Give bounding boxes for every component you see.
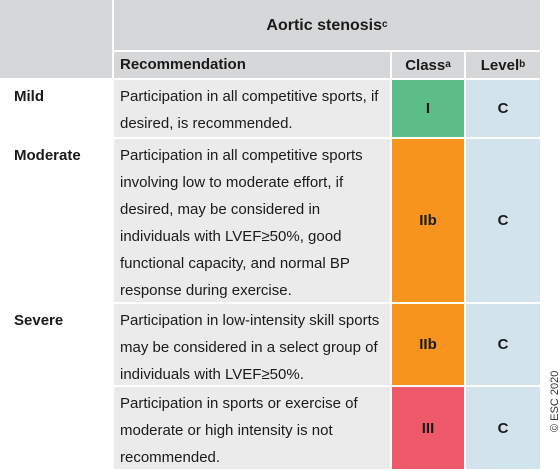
recommendation-text: Participation in sports or exercise of m…	[114, 387, 390, 469]
class-cell: I	[392, 80, 464, 137]
recommendation-text: Participation in low-intensity skill spo…	[114, 304, 390, 385]
column-header: Class a	[392, 52, 464, 78]
column-header: Level b	[466, 52, 540, 78]
level-cell: C	[466, 139, 540, 302]
copyright: © ESC 2020	[549, 370, 560, 432]
recommendation-text: Participation in all competitive sports …	[114, 139, 390, 302]
table-title: Aortic stenosis c	[114, 0, 540, 50]
row-group-label: Moderate	[14, 147, 81, 164]
corner-cell	[0, 0, 112, 78]
column-header: Recommendation	[114, 52, 390, 78]
level-cell: C	[466, 304, 540, 385]
level-cell: C	[466, 387, 540, 469]
column-label: Class	[405, 56, 446, 74]
title-text: Aortic stenosis	[266, 16, 383, 34]
column-label: Level	[480, 56, 520, 74]
column-label: Recommendation	[120, 56, 246, 73]
row-group-label: Severe	[14, 312, 64, 329]
class-cell: IIb	[392, 139, 464, 302]
class-cell: III	[392, 387, 464, 469]
row-group-label: Mild	[14, 88, 44, 105]
recommendation-text: Participation in all competitive sports,…	[114, 80, 390, 137]
class-cell: IIb	[392, 304, 464, 385]
level-cell: C	[466, 80, 540, 137]
